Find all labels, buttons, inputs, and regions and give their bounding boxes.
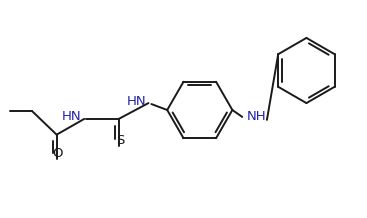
Text: S: S (117, 133, 125, 146)
Text: NH: NH (247, 110, 267, 123)
Text: HN: HN (62, 110, 81, 123)
Text: HN: HN (127, 95, 146, 108)
Text: O: O (52, 147, 63, 160)
